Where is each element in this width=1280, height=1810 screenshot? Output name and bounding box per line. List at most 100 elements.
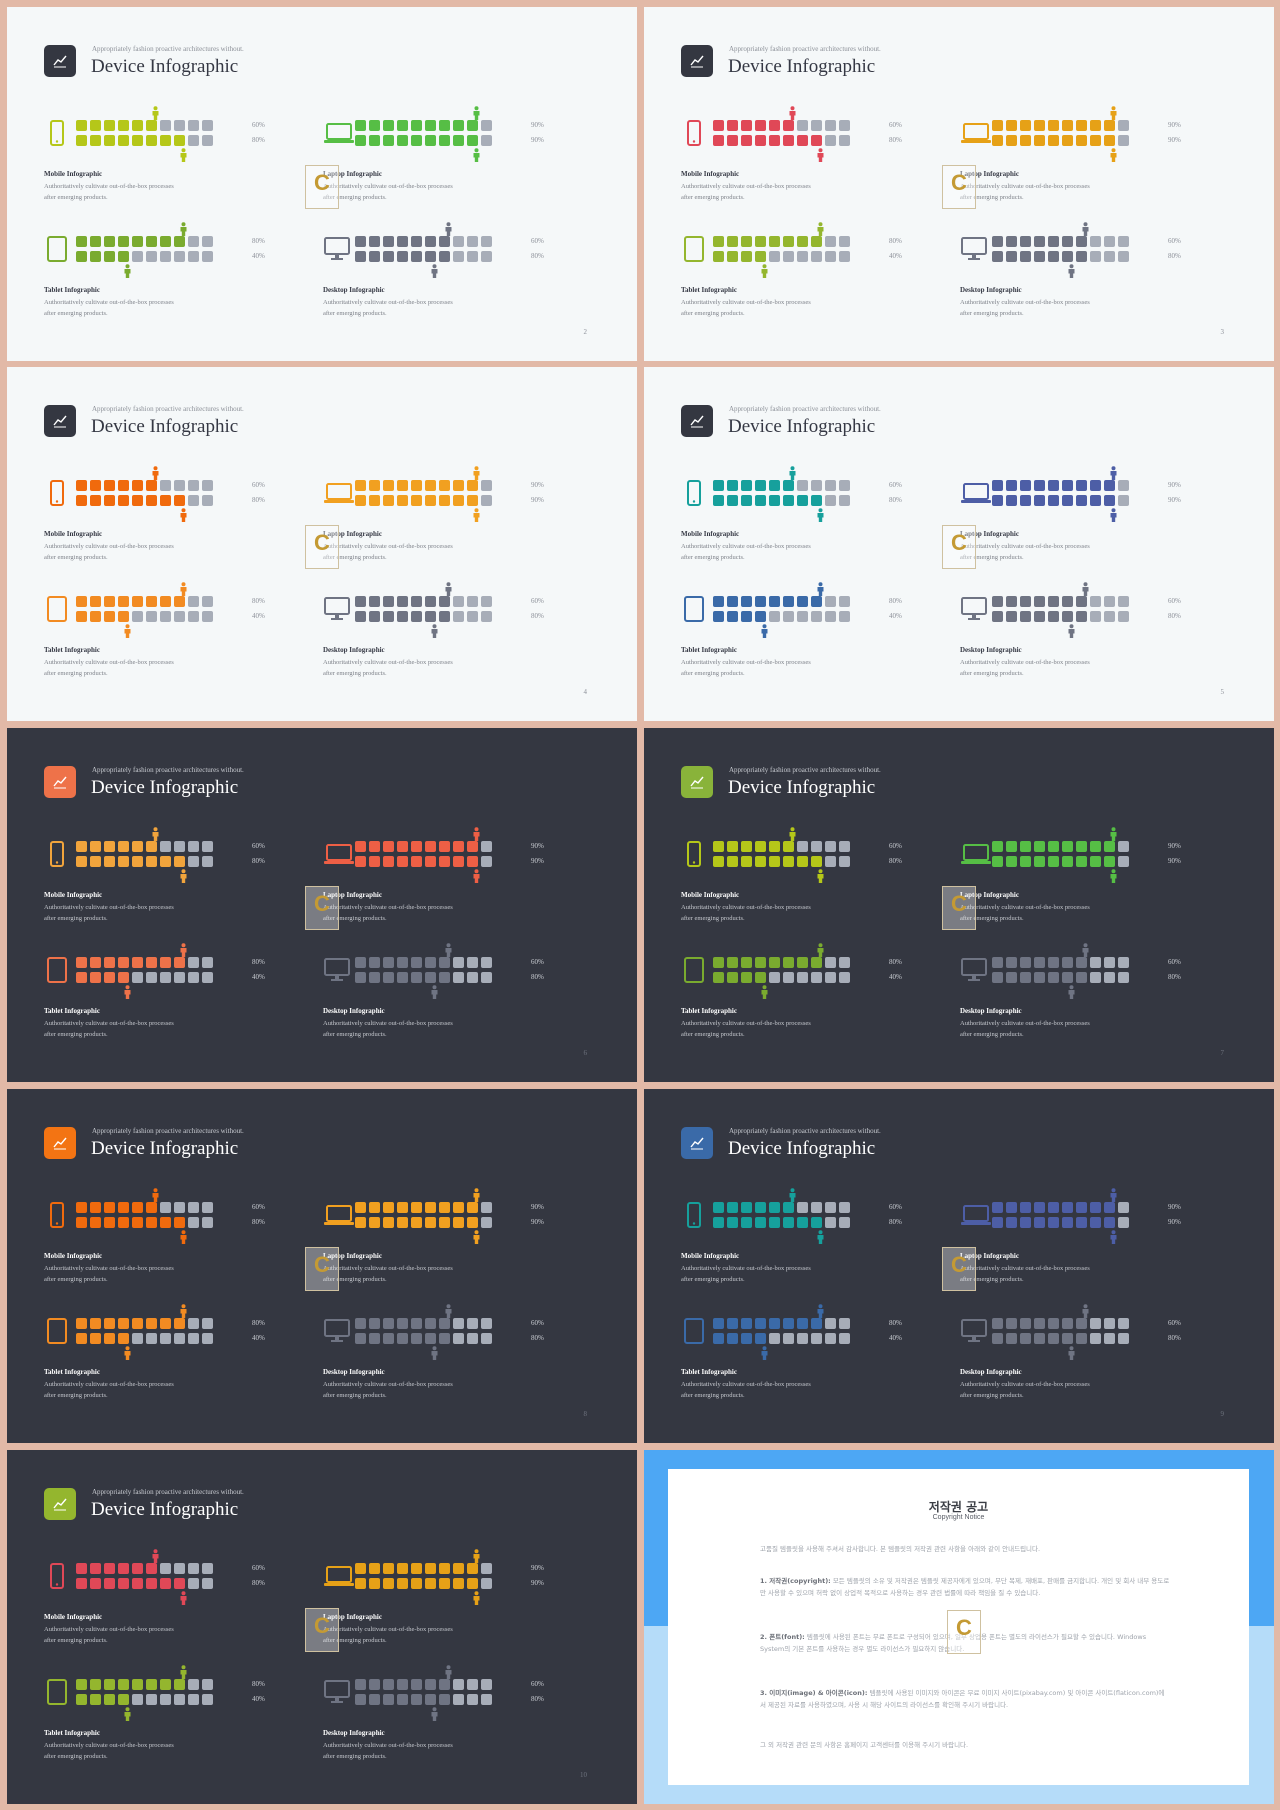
bar-square: [425, 1694, 436, 1705]
slide-3[interactable]: Appropriately fashion proactive architec…: [644, 7, 1274, 361]
bar-square: [992, 596, 1003, 607]
bar-square: [1104, 251, 1115, 262]
slide-6[interactable]: Appropriately fashion proactive architec…: [7, 728, 637, 1082]
bar-square: [355, 135, 366, 146]
bar-square: [755, 495, 766, 506]
laptop-icon: [323, 841, 354, 867]
person-icon: [472, 466, 481, 480]
bar-square: [104, 1694, 115, 1705]
bar-square: [467, 957, 478, 968]
desktop-title: Desktop Infographic: [960, 1007, 1022, 1015]
bar-square: [160, 1694, 171, 1705]
bar-square: [202, 120, 213, 131]
bar-row: [992, 1217, 1129, 1228]
laptop-icon: [323, 120, 354, 146]
tablet-title: Tablet Infographic: [44, 646, 100, 654]
bar-square: [1048, 972, 1059, 983]
tablet-description: Authoritatively cultivate out-of-the-box…: [44, 659, 174, 677]
slide-5[interactable]: Appropriately fashion proactive architec…: [644, 367, 1274, 721]
bar-square: [439, 596, 450, 607]
bar-square: [811, 1318, 822, 1329]
bar-square: [355, 1202, 366, 1213]
slide-8[interactable]: Appropriately fashion proactive architec…: [7, 1089, 637, 1443]
bar-square: [383, 1333, 394, 1344]
desktop-infographic: 60% 80% Desktop Infographic Authoritatively…: [960, 1304, 1250, 1423]
bar-square: [1118, 841, 1129, 852]
bar-square: [741, 1217, 752, 1228]
desktop-percent-1: 60%: [531, 597, 544, 605]
slide-10[interactable]: Appropriately fashion proactive architec…: [7, 1450, 637, 1804]
mobile-bars: 60% 80%: [713, 120, 902, 180]
bar-square: [727, 957, 738, 968]
bar-square: [174, 251, 185, 262]
bar-square: [797, 972, 808, 983]
bar-square: [453, 1333, 464, 1344]
slide-7[interactable]: Appropriately fashion proactive architec…: [644, 728, 1274, 1082]
bar-square: [769, 495, 780, 506]
bar-square: [783, 135, 794, 146]
bar-square: [90, 596, 101, 607]
person-icon: [179, 1304, 188, 1318]
chart-line-icon: [681, 1127, 713, 1159]
bar-square: [439, 120, 450, 131]
mobile-description: Authoritatively cultivate out-of-the-box…: [44, 1265, 174, 1283]
bar-square: [992, 1318, 1003, 1329]
desktop-title: Desktop Infographic: [323, 286, 385, 294]
tablet-description: Authoritatively cultivate out-of-the-box…: [681, 659, 811, 677]
slide-subtitle: Appropriately fashion proactive architec…: [92, 45, 244, 53]
laptop-icon: [323, 1563, 354, 1589]
bar-square: [202, 1578, 213, 1589]
person-icon: [151, 106, 160, 120]
bar-square: [76, 972, 87, 983]
desktop-title: Desktop Infographic: [960, 1368, 1022, 1376]
bar-square: [1090, 972, 1101, 983]
person-icon: [151, 1549, 160, 1563]
slide-4[interactable]: Appropriately fashion proactive architec…: [7, 367, 637, 721]
bar-square: [453, 1694, 464, 1705]
copyright-slide[interactable]: 저작권 공고 Copyright Notice 고품질 템플릿을 사용해 주셔서…: [644, 1450, 1274, 1804]
bar-square: [369, 1202, 380, 1213]
mobile-infographic: 60% 80% Mobile Infographic Authoritatively …: [44, 106, 334, 225]
bar-square: [1118, 1217, 1129, 1228]
slide-2[interactable]: Appropriately fashion proactive architec…: [7, 7, 637, 361]
person-icon: [760, 264, 769, 278]
bar-row: [992, 135, 1129, 146]
bar-square: [453, 236, 464, 247]
bar-square: [1034, 251, 1045, 262]
bar-square: [425, 611, 436, 622]
bar-square: [90, 841, 101, 852]
slide-9[interactable]: Appropriately fashion proactive architec…: [644, 1089, 1274, 1443]
bar-square: [369, 236, 380, 247]
bar-square: [1048, 1217, 1059, 1228]
person-icon: [444, 1304, 453, 1318]
bar-square: [118, 972, 129, 983]
bar-row: [355, 251, 492, 262]
bar-square: [755, 957, 766, 968]
bar-square: [992, 251, 1003, 262]
bar-square: [755, 856, 766, 867]
bar-square: [453, 856, 464, 867]
bar-square: [1062, 1202, 1073, 1213]
bar-square: [713, 1202, 724, 1213]
bar-square: [188, 841, 199, 852]
bar-square: [397, 841, 408, 852]
bar-square: [467, 120, 478, 131]
bar-square: [1076, 957, 1087, 968]
person-icon: [123, 1707, 132, 1721]
bar-square: [355, 1333, 366, 1344]
bar-square: [769, 135, 780, 146]
bar-square: [160, 495, 171, 506]
slide-title: Device Infographic: [728, 1138, 876, 1159]
bar-square: [755, 972, 766, 983]
bar-row: [76, 480, 213, 491]
mobile-percent-2: 80%: [252, 1218, 265, 1226]
mobile-bars: 60% 80%: [76, 1563, 265, 1623]
bar-square: [174, 841, 185, 852]
bar-square: [825, 251, 836, 262]
bar-square: [783, 480, 794, 491]
bar-square: [202, 495, 213, 506]
bar-square: [1062, 236, 1073, 247]
bar-square: [355, 1318, 366, 1329]
bar-square: [467, 1694, 478, 1705]
bar-square: [411, 596, 422, 607]
